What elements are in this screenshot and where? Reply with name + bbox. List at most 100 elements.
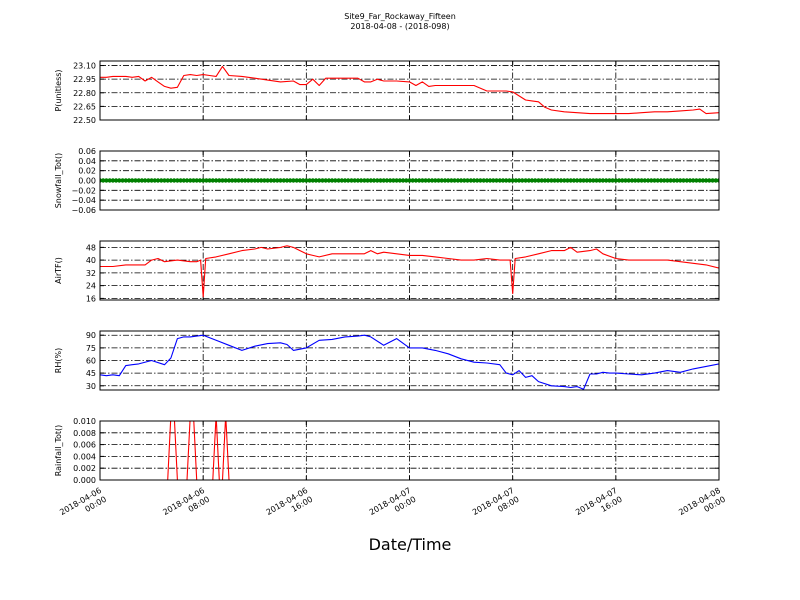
y-tick-label: 0.000 xyxy=(73,476,96,485)
data-point xyxy=(181,178,186,183)
data-point xyxy=(633,178,638,183)
data-point xyxy=(623,178,628,183)
data-point xyxy=(339,178,344,183)
y-tick-label: 0.02 xyxy=(78,167,96,176)
data-point xyxy=(671,178,677,183)
data-point xyxy=(242,178,248,183)
data-point xyxy=(545,178,551,183)
data-point xyxy=(265,178,270,183)
data-point xyxy=(378,178,383,183)
y-tick-label: 23.10 xyxy=(73,62,96,71)
data-point xyxy=(213,178,219,183)
data-point xyxy=(607,178,612,183)
data-point xyxy=(552,178,557,183)
data-point xyxy=(197,178,203,183)
data-point xyxy=(281,178,286,183)
data-point xyxy=(578,178,583,183)
data-point xyxy=(591,178,596,183)
series-airtemp xyxy=(100,245,719,298)
data-point xyxy=(262,178,267,183)
data-point xyxy=(455,178,461,183)
series-line-pressure xyxy=(100,65,719,115)
data-point xyxy=(468,178,473,183)
data-point xyxy=(549,178,554,183)
data-point xyxy=(471,178,477,183)
panel-frame xyxy=(99,240,720,301)
data-point xyxy=(662,178,667,183)
data-point xyxy=(384,178,390,183)
data-point xyxy=(323,178,328,183)
data-point xyxy=(284,178,290,183)
y-tick-label: 0.04 xyxy=(78,157,96,166)
data-point xyxy=(394,178,399,183)
data-point xyxy=(555,178,560,183)
data-point xyxy=(300,178,306,183)
panel-rh: 30 45 60 75 90 RH(%) xyxy=(54,330,720,391)
data-point xyxy=(155,178,161,183)
data-point xyxy=(500,178,506,183)
data-point xyxy=(458,178,464,183)
data-point xyxy=(120,178,125,183)
data-point xyxy=(407,178,412,183)
x-tick-label: 2018-04-0800:00 xyxy=(677,486,727,526)
data-point xyxy=(139,178,145,183)
data-point xyxy=(217,178,222,183)
data-point xyxy=(375,178,380,183)
data-point xyxy=(326,178,332,183)
data-point xyxy=(494,178,499,183)
data-point xyxy=(349,178,354,183)
data-point xyxy=(178,178,183,183)
data-point xyxy=(291,178,296,183)
y-tick-label: 45 xyxy=(86,369,96,378)
data-point xyxy=(694,178,699,183)
data-point xyxy=(233,178,238,183)
data-point xyxy=(516,178,522,183)
data-point xyxy=(539,178,544,183)
panels-group: 22.50 22.65 22.80 22.95 23.10 P(unitless) −0.0… xyxy=(54,60,727,526)
data-point xyxy=(700,178,706,183)
data-point xyxy=(429,178,435,183)
y-tick-label: 0.010 xyxy=(73,417,96,426)
y-tick-label: 0.002 xyxy=(73,464,96,473)
data-point xyxy=(117,178,122,183)
data-point xyxy=(604,178,609,183)
data-point xyxy=(110,178,116,183)
data-point xyxy=(136,178,141,183)
data-point xyxy=(368,178,373,183)
y-tick-label: 0.06 xyxy=(78,147,96,156)
data-point xyxy=(616,178,622,183)
data-point xyxy=(168,178,174,183)
data-point xyxy=(142,178,148,183)
data-point xyxy=(275,178,280,183)
y-axis-label: Snowfall_Tot() xyxy=(54,153,63,209)
chart-title-line-2: 2018-04-08 - (2018-098) xyxy=(350,22,449,31)
data-point xyxy=(123,178,128,183)
data-point xyxy=(239,178,245,183)
y-tick-label: −0.06 xyxy=(71,206,96,215)
data-point xyxy=(278,178,283,183)
panel-frame xyxy=(99,150,720,211)
data-point xyxy=(504,178,509,183)
data-point xyxy=(497,178,502,183)
data-point xyxy=(442,178,448,183)
data-point xyxy=(681,178,686,183)
data-point xyxy=(388,178,393,183)
data-point xyxy=(304,178,309,183)
data-point xyxy=(620,178,625,183)
series-rainfall xyxy=(100,421,719,480)
data-point xyxy=(252,178,257,183)
data-point xyxy=(346,178,351,183)
data-point xyxy=(713,178,718,183)
y-tick-label: 0.006 xyxy=(73,441,96,450)
data-point xyxy=(716,178,719,183)
data-point xyxy=(446,178,451,183)
y-axis-label: AirTF() xyxy=(54,257,63,284)
series-line-rainfall xyxy=(100,421,719,480)
data-point xyxy=(436,178,441,183)
series-line-rh xyxy=(100,334,719,390)
panel-snowfall: −0.06−0.04−0.020.000.020.040.06 Snowfall_… xyxy=(54,147,720,215)
data-point xyxy=(175,178,180,183)
x-tick-label: 2018-04-0600:00 xyxy=(58,486,108,526)
y-axis-label: Rainfall_Tot() xyxy=(54,425,63,477)
